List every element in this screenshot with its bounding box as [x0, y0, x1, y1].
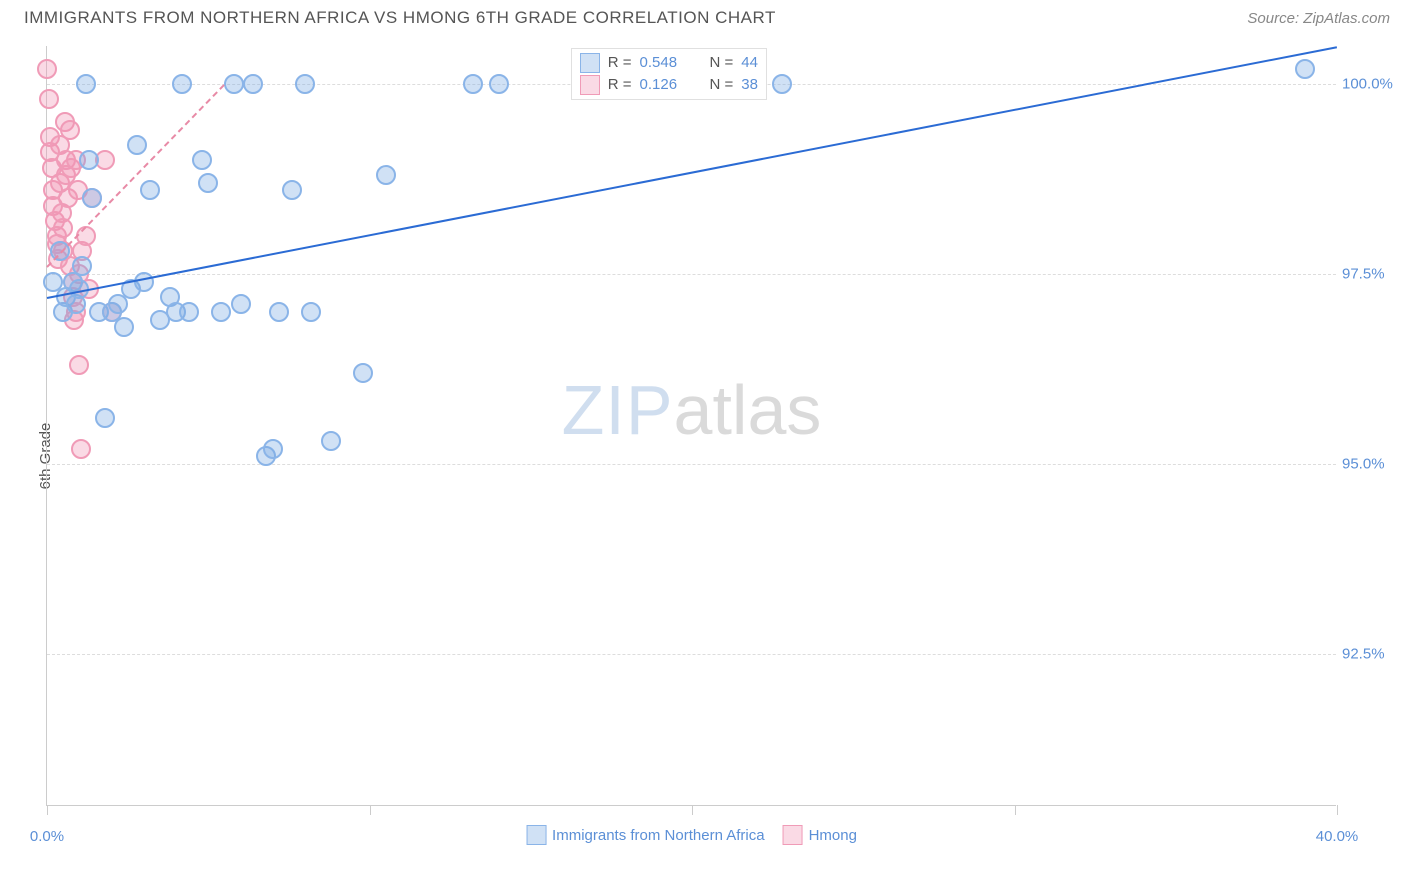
- x-tick: [47, 805, 48, 815]
- grid-line: [47, 464, 1336, 465]
- data-point: [282, 180, 302, 200]
- legend-item: Hmong: [783, 825, 857, 845]
- data-point: [179, 302, 199, 322]
- data-point: [269, 302, 289, 322]
- r-label: R =: [608, 54, 632, 71]
- chart-wrapper: 6th Grade ZIPatlas 92.5%95.0%97.5%100.0%…: [0, 36, 1406, 876]
- n-value: 44: [741, 54, 758, 71]
- legend-swatch: [526, 825, 546, 845]
- data-point: [353, 363, 373, 383]
- grid-line: [47, 654, 1336, 655]
- y-tick-label: 100.0%: [1342, 76, 1398, 93]
- legend-swatch: [580, 53, 600, 73]
- data-point: [79, 150, 99, 170]
- data-point: [69, 355, 89, 375]
- watermark-zip: ZIP: [562, 371, 674, 449]
- r-label: R =: [608, 76, 632, 93]
- watermark-atlas: atlas: [674, 371, 822, 449]
- x-tick: [1015, 805, 1016, 815]
- legend-swatch: [580, 75, 600, 95]
- legend-bottom: Immigrants from Northern Africa Hmong: [526, 825, 857, 845]
- data-point: [376, 165, 396, 185]
- legend-stats: R = 0.548 N = 44 R = 0.126 N = 38: [571, 48, 767, 100]
- source-name: ZipAtlas.com: [1303, 10, 1390, 27]
- data-point: [295, 74, 315, 94]
- chart-header: IMMIGRANTS FROM NORTHERN AFRICA VS HMONG…: [0, 0, 1406, 36]
- data-point: [95, 408, 115, 428]
- data-point: [192, 150, 212, 170]
- n-label: N =: [710, 54, 734, 71]
- legend-swatch: [783, 825, 803, 845]
- data-point: [463, 74, 483, 94]
- data-point: [772, 74, 792, 94]
- legend-label: Immigrants from Northern Africa: [552, 827, 765, 844]
- y-tick-label: 95.0%: [1342, 456, 1398, 473]
- legend-stats-row: R = 0.126 N = 38: [580, 75, 758, 95]
- data-point: [263, 439, 283, 459]
- data-point: [60, 120, 80, 140]
- x-tick-label: 40.0%: [1316, 828, 1359, 845]
- y-tick-label: 97.5%: [1342, 266, 1398, 283]
- data-point: [224, 74, 244, 94]
- data-point: [37, 59, 57, 79]
- n-label: N =: [710, 76, 734, 93]
- data-point: [198, 173, 218, 193]
- data-point: [172, 74, 192, 94]
- data-point: [39, 89, 59, 109]
- x-tick: [370, 805, 371, 815]
- data-point: [301, 302, 321, 322]
- data-point: [53, 218, 73, 238]
- legend-label: Hmong: [809, 827, 857, 844]
- x-tick: [1337, 805, 1338, 815]
- r-value: 0.548: [640, 54, 690, 71]
- data-point: [72, 256, 92, 276]
- legend-item: Immigrants from Northern Africa: [526, 825, 765, 845]
- data-point: [127, 135, 147, 155]
- grid-line: [47, 274, 1336, 275]
- data-point: [1295, 59, 1315, 79]
- source-prefix: Source:: [1247, 10, 1303, 27]
- legend-stats-row: R = 0.548 N = 44: [580, 53, 758, 73]
- data-point: [134, 272, 154, 292]
- data-point: [243, 74, 263, 94]
- data-point: [321, 431, 341, 451]
- plot-area: ZIPatlas 92.5%95.0%97.5%100.0%0.0%40.0%R…: [46, 46, 1336, 806]
- r-value: 0.126: [640, 76, 690, 93]
- chart-source: Source: ZipAtlas.com: [1247, 10, 1390, 27]
- data-point: [82, 188, 102, 208]
- x-tick: [692, 805, 693, 815]
- n-value: 38: [741, 76, 758, 93]
- data-point: [114, 317, 134, 337]
- data-point: [211, 302, 231, 322]
- data-point: [489, 74, 509, 94]
- x-tick-label: 0.0%: [30, 828, 64, 845]
- data-point: [76, 226, 96, 246]
- data-point: [76, 74, 96, 94]
- chart-title: IMMIGRANTS FROM NORTHERN AFRICA VS HMONG…: [24, 8, 776, 28]
- data-point: [231, 294, 251, 314]
- data-point: [140, 180, 160, 200]
- data-point: [71, 439, 91, 459]
- watermark: ZIPatlas: [562, 370, 822, 450]
- y-tick-label: 92.5%: [1342, 646, 1398, 663]
